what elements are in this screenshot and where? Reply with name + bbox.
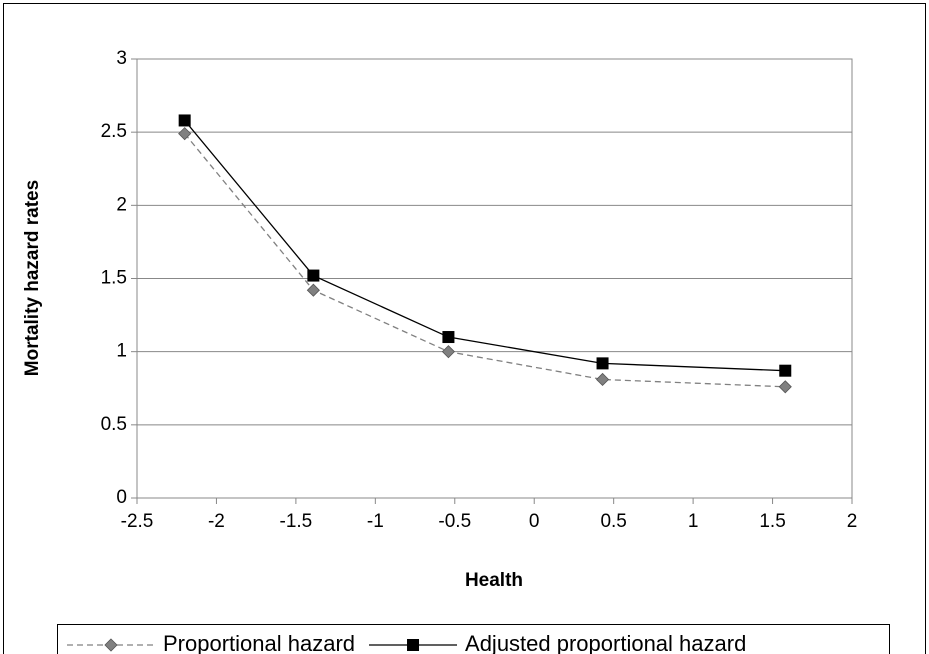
x-tick-label: 0	[529, 511, 540, 532]
chart-frame	[3, 3, 926, 654]
x-tick-label: 1	[688, 511, 699, 532]
y-tick-label: 3	[116, 48, 127, 69]
x-tick-label: 2	[847, 511, 858, 532]
x-tick-label: -1.5	[280, 511, 313, 532]
y-tick-label: 1.5	[101, 268, 127, 289]
legend-marker	[104, 638, 118, 652]
x-tick-label: -2.5	[121, 511, 154, 532]
x-tick-label: -1	[367, 511, 384, 532]
x-tick-label: 0.5	[600, 511, 626, 532]
data-point	[778, 380, 792, 394]
x-tick-label: -0.5	[438, 511, 471, 532]
data-point	[178, 114, 191, 127]
data-point	[596, 357, 609, 370]
y-tick-label: 0.5	[101, 414, 127, 435]
legend-label: Adjusted proportional hazard	[465, 631, 746, 654]
y-tick-label: 1	[116, 341, 127, 362]
data-point	[441, 345, 455, 359]
legend-marker	[407, 639, 420, 651]
data-point	[779, 364, 792, 377]
x-axis-title: Health	[465, 570, 523, 591]
x-tick-label: -2	[208, 511, 225, 532]
y-tick-label: 0	[116, 487, 127, 508]
legend-box	[57, 624, 890, 654]
y-tick-label: 2.5	[101, 121, 127, 142]
legend-label: Proportional hazard	[163, 631, 355, 654]
data-point	[306, 283, 320, 297]
y-tick-label: 2	[116, 194, 127, 215]
x-tick-label: 1.5	[759, 511, 785, 532]
data-point	[178, 127, 192, 141]
data-point	[307, 269, 320, 282]
data-point	[442, 331, 455, 344]
y-axis-title: Mortality hazard rates	[22, 180, 43, 376]
data-point	[595, 372, 610, 387]
